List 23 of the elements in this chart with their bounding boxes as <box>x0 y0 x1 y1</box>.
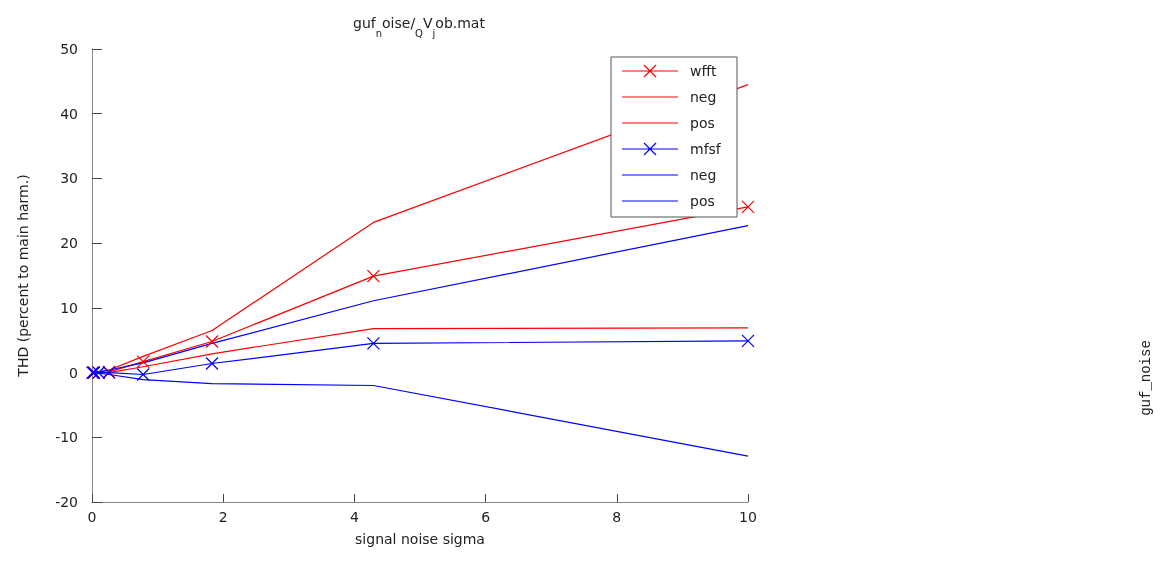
legend-label: mfsf <box>690 141 722 157</box>
y-tick-label: 20 <box>60 235 78 252</box>
y-axis-title: THD (percent to main harm.) <box>15 174 31 378</box>
y-tick-label: 10 <box>60 299 78 316</box>
x-tick-label: 2 <box>218 509 228 525</box>
y-tick-label: 30 <box>60 170 78 187</box>
x-tick-label: 8 <box>612 509 622 525</box>
x-tick-label: 6 <box>481 509 491 525</box>
y-tick-label: 50 <box>60 41 78 57</box>
legend-label: pos <box>690 115 715 131</box>
x-tick-label: 4 <box>349 509 359 525</box>
x-axis-title: signal noise sigma <box>355 531 485 547</box>
y-tick-label: -10 <box>55 429 78 446</box>
text: guf_noise <box>1138 340 1154 416</box>
x-tick-label: 0 <box>87 509 97 525</box>
y-tick-label: 40 <box>60 105 78 122</box>
legend-label: neg <box>690 167 717 183</box>
legend-label: wfft <box>690 63 718 79</box>
legend-label: pos <box>690 193 715 209</box>
legend-label: neg <box>690 89 717 105</box>
y-tick-label: -20 <box>55 494 78 510</box>
x-tick-label: 10 <box>739 509 757 525</box>
y-tick-label: 0 <box>69 364 78 381</box>
